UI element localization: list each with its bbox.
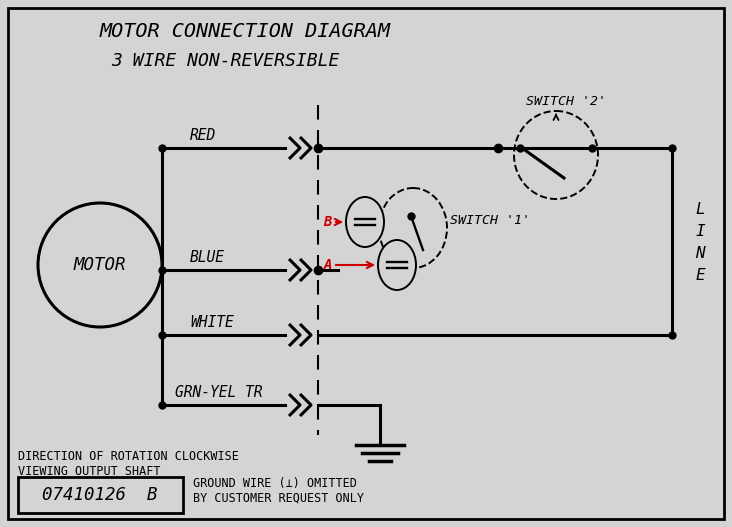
Ellipse shape <box>346 197 384 247</box>
Text: I: I <box>695 225 705 239</box>
Ellipse shape <box>378 240 416 290</box>
Bar <box>18 477 183 513</box>
Text: MOTOR: MOTOR <box>74 256 126 274</box>
Text: BLUE: BLUE <box>190 250 225 265</box>
Text: B: B <box>324 215 332 229</box>
Text: RED: RED <box>190 128 216 143</box>
Text: SWITCH '2': SWITCH '2' <box>526 95 606 108</box>
Text: GROUND WIRE (⊥) OMITTED
BY CUSTOMER REQUEST ONLY: GROUND WIRE (⊥) OMITTED BY CUSTOMER REQU… <box>193 477 364 505</box>
Text: L: L <box>695 202 705 218</box>
Text: 07410126  B: 07410126 B <box>42 486 158 504</box>
Text: MOTOR CONNECTION DIAGRAM: MOTOR CONNECTION DIAGRAM <box>100 22 390 41</box>
Text: GRN-YEL TR: GRN-YEL TR <box>175 385 263 400</box>
Text: 3 WIRE NON-REVERSIBLE: 3 WIRE NON-REVERSIBLE <box>111 52 339 70</box>
Text: WHITE: WHITE <box>190 315 234 330</box>
Text: DIRECTION OF ROTATION CLOCKWISE
VIEWING OUTPUT SHAFT: DIRECTION OF ROTATION CLOCKWISE VIEWING … <box>18 450 239 478</box>
Text: N: N <box>695 247 705 261</box>
Text: E: E <box>695 268 705 284</box>
Text: A: A <box>324 258 332 272</box>
Text: SWITCH '1': SWITCH '1' <box>450 213 530 227</box>
